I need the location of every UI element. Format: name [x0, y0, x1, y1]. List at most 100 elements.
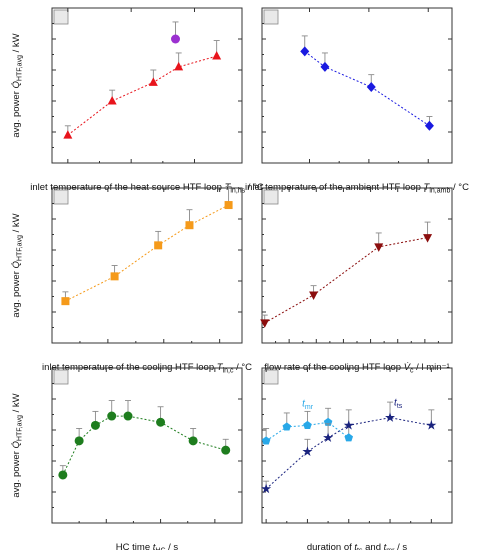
data-point — [261, 483, 272, 494]
plot-frame — [261, 187, 453, 344]
data-point — [344, 433, 354, 442]
panel-label-box — [53, 9, 69, 25]
x-axis-label: HC time tHC / s — [116, 542, 179, 550]
plot-frame — [261, 367, 453, 524]
y-axis-subscript: HTF,avg — [17, 55, 24, 81]
x-axis-unit: / s — [166, 542, 179, 550]
data-point — [303, 420, 312, 429]
panel-label — [263, 9, 279, 25]
y-axis-unit: / kW — [11, 213, 22, 235]
series-label-symbol: t — [302, 398, 306, 409]
y-axis-subscript: HTF,avg — [17, 235, 24, 261]
panel-label-box — [263, 369, 279, 385]
series-circle — [171, 21, 180, 44]
series-line — [304, 51, 430, 127]
panel-label — [53, 9, 69, 25]
y-axis-subscript: HTF,avg — [17, 415, 24, 441]
panel-b: inlet temperature of the ambient HTF loo… — [245, 7, 469, 195]
data-point — [148, 77, 158, 86]
y-axis-label: avg. power Q̇HTF,avg / kW — [11, 213, 24, 317]
data-point — [343, 420, 354, 430]
y-axis-label: avg. power Q̇HTF,avg / kW — [11, 33, 24, 137]
data-point — [58, 470, 68, 480]
y-axis-unit: / kW — [11, 393, 22, 415]
series-line — [265, 417, 432, 490]
series-circle — [58, 400, 231, 480]
x-axis-symbol: t — [354, 542, 357, 550]
panel-label-box — [263, 9, 279, 25]
x-axis-subscript: in,amb — [429, 188, 450, 195]
x-axis-label-mid: and — [363, 542, 384, 550]
data-point — [212, 51, 222, 60]
series-square — [61, 185, 233, 306]
x-axis-unit: / °C — [233, 362, 252, 373]
x-axis-unit: / °C — [245, 182, 264, 193]
plot-frame — [51, 187, 243, 344]
data-point — [174, 61, 184, 71]
y-axis-symbol: Q̇ — [11, 260, 22, 268]
y-axis-symbol: Q̇ — [11, 80, 22, 88]
x-axis-subscript: HC — [155, 548, 165, 550]
series-pentagon: tmr — [261, 398, 354, 445]
data-point — [156, 417, 166, 427]
data-point — [282, 422, 292, 431]
data-point — [185, 221, 194, 230]
data-point — [90, 420, 100, 430]
data-point — [61, 297, 70, 306]
x-axis-symbol: t — [384, 542, 387, 550]
data-point — [221, 445, 231, 455]
data-point — [123, 411, 133, 421]
x-axis-subscript: mr — [386, 548, 395, 550]
x-axis-label: duration of tts and tmr / s — [307, 542, 408, 550]
plot-frame — [51, 7, 243, 164]
panel-e: HC time tHC / s avg. power Q̇HTF,avg / kW — [11, 367, 243, 550]
x-axis-unit: / °C — [450, 182, 469, 193]
data-point — [385, 412, 396, 422]
data-point — [426, 420, 437, 430]
series-diamond — [300, 35, 434, 131]
plot-frame — [261, 7, 453, 164]
panel-label — [263, 189, 279, 205]
data-point — [260, 319, 270, 328]
data-point — [374, 243, 384, 252]
series-triangle-down — [260, 221, 433, 328]
series-line — [62, 415, 226, 476]
panel-d: flow rate of the cooling HTF loop V̇c / … — [260, 187, 453, 375]
series-line — [67, 55, 217, 136]
x-axis-unit: / s — [394, 542, 407, 550]
panel-label-box — [263, 189, 279, 205]
data-point — [110, 272, 119, 281]
x-axis-label-text: duration of — [307, 542, 352, 550]
panel-label — [53, 189, 69, 205]
data-point — [188, 436, 198, 446]
series-label-subscript: mr — [305, 404, 314, 411]
data-point — [300, 46, 310, 57]
panel-label-box — [53, 369, 69, 385]
series-line — [264, 237, 428, 324]
panel-label — [263, 369, 279, 385]
data-point — [302, 446, 313, 456]
panel-c: inlet temperature of the cooling HTF loo… — [11, 185, 252, 375]
data-point — [320, 61, 330, 72]
data-point — [261, 436, 271, 445]
data-point — [423, 234, 433, 243]
y-axis-label-text: avg. power — [11, 451, 22, 497]
y-axis-label-text: avg. power — [11, 271, 22, 317]
x-axis-subscript: in,hs — [230, 188, 245, 195]
series-star: t ts — [261, 398, 437, 494]
data-point — [154, 241, 163, 250]
panel-a: inlet temperature of the heat source HTF… — [11, 7, 264, 195]
x-axis-subscript: c — [410, 368, 414, 375]
data-point — [224, 201, 233, 210]
data-point — [74, 436, 84, 446]
y-axis-label: avg. power Q̇HTF,avg / kW — [11, 393, 24, 497]
panel-label — [53, 369, 69, 385]
data-point — [107, 96, 117, 105]
data-point — [424, 120, 434, 131]
series-label-subscript: ts — [397, 403, 403, 410]
data-point — [366, 82, 376, 93]
data-point — [323, 432, 334, 443]
series-label: tts — [394, 398, 403, 411]
